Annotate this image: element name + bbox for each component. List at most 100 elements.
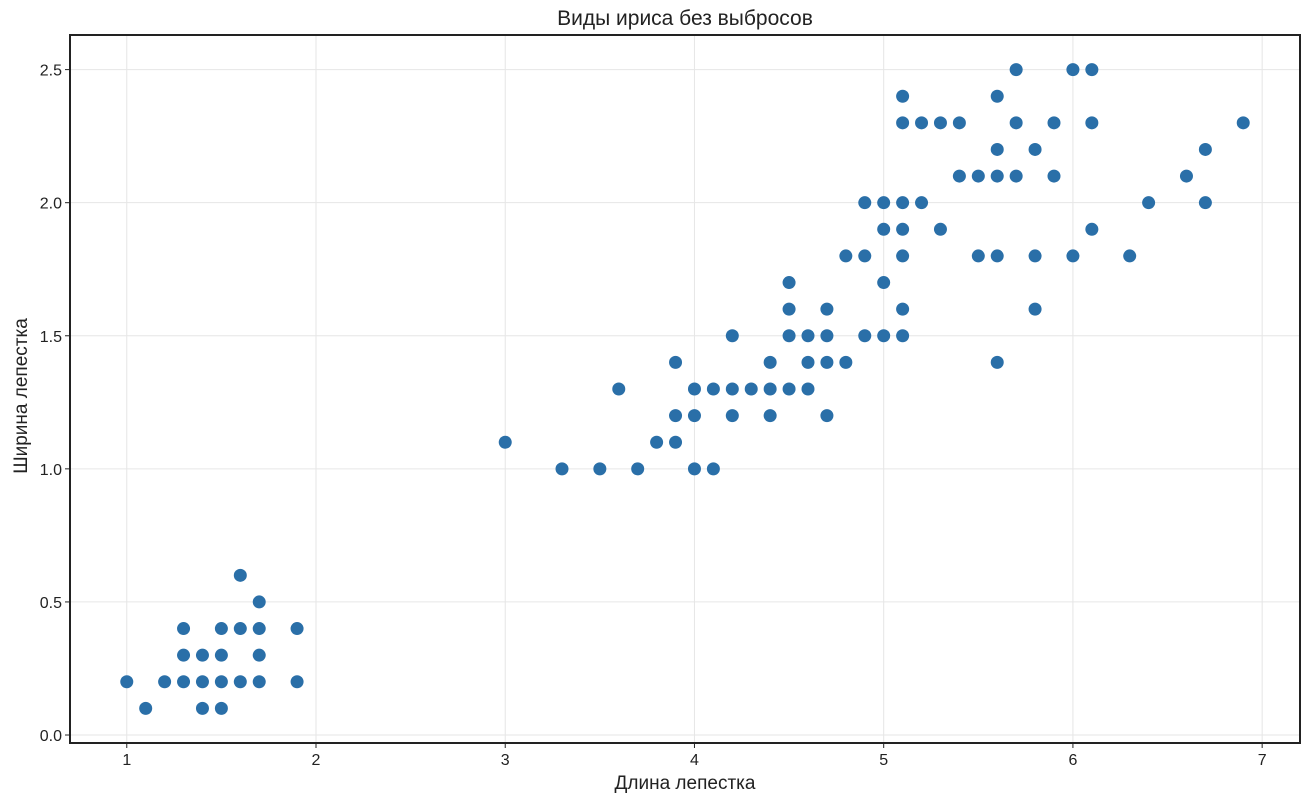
data-point — [555, 462, 569, 476]
data-point — [858, 329, 872, 343]
data-point — [839, 249, 853, 263]
data-point — [725, 329, 739, 343]
data-point — [1066, 249, 1080, 263]
data-point — [971, 249, 985, 263]
data-point — [177, 648, 191, 662]
y-tick-label: 0.5 — [40, 595, 62, 612]
data-point — [1236, 116, 1250, 130]
x-tick-label: 3 — [501, 752, 510, 769]
data-point — [669, 435, 683, 449]
data-point — [933, 116, 947, 130]
data-point — [725, 409, 739, 423]
data-point — [801, 355, 815, 369]
data-point — [158, 675, 172, 689]
y-tick-label: 2.5 — [40, 63, 62, 80]
data-point — [669, 409, 683, 423]
y-tick-label: 0.0 — [40, 728, 62, 745]
data-point — [233, 568, 247, 582]
data-point — [214, 648, 228, 662]
data-point — [896, 89, 910, 103]
data-point — [990, 355, 1004, 369]
data-point — [1009, 63, 1023, 77]
data-point — [177, 675, 191, 689]
data-point — [214, 701, 228, 715]
y-axis-title: Ширина лепестка — [11, 318, 32, 474]
data-point — [725, 382, 739, 396]
data-point — [820, 302, 834, 316]
data-point — [763, 355, 777, 369]
data-point — [498, 435, 512, 449]
data-point — [990, 249, 1004, 263]
data-point — [214, 622, 228, 636]
data-point — [1123, 249, 1137, 263]
y-tick-label: 1.0 — [40, 462, 62, 479]
data-point — [763, 409, 777, 423]
x-tick-label: 4 — [690, 752, 699, 769]
data-point — [650, 435, 664, 449]
data-point — [1047, 116, 1061, 130]
data-point — [782, 276, 796, 290]
data-point — [839, 355, 853, 369]
data-point — [820, 329, 834, 343]
data-point — [1028, 142, 1042, 156]
data-point — [252, 648, 266, 662]
grid-lines — [70, 35, 1300, 743]
data-point — [896, 196, 910, 210]
data-point — [933, 222, 947, 236]
data-point — [1028, 249, 1042, 263]
data-point — [820, 355, 834, 369]
data-point — [1009, 116, 1023, 130]
data-point — [990, 169, 1004, 183]
data-point — [1085, 222, 1099, 236]
data-point — [896, 116, 910, 130]
data-point — [896, 249, 910, 263]
data-point — [877, 222, 891, 236]
y-tick-label: 2.0 — [40, 196, 62, 213]
data-point — [896, 302, 910, 316]
data-point — [915, 196, 929, 210]
data-point — [1198, 142, 1212, 156]
data-points — [120, 63, 1250, 715]
data-point — [706, 462, 720, 476]
data-point — [252, 622, 266, 636]
data-point — [669, 355, 683, 369]
data-point — [1085, 63, 1099, 77]
data-point — [782, 382, 796, 396]
data-point — [706, 382, 720, 396]
data-point — [177, 622, 191, 636]
data-point — [801, 329, 815, 343]
data-point — [252, 675, 266, 689]
x-axis-title: Длина лепестка — [615, 773, 756, 794]
data-point — [896, 222, 910, 236]
data-point — [290, 622, 304, 636]
data-point — [195, 701, 209, 715]
data-point — [858, 249, 872, 263]
data-point — [195, 648, 209, 662]
data-point — [1198, 196, 1212, 210]
x-tick-label: 5 — [879, 752, 888, 769]
data-point — [782, 329, 796, 343]
data-point — [195, 675, 209, 689]
x-tick-label: 7 — [1258, 752, 1267, 769]
data-point — [952, 169, 966, 183]
data-point — [915, 116, 929, 130]
data-point — [990, 142, 1004, 156]
data-point — [952, 116, 966, 130]
data-point — [290, 675, 304, 689]
y-tick-label: 1.5 — [40, 329, 62, 346]
data-point — [858, 196, 872, 210]
data-point — [990, 89, 1004, 103]
data-point — [1085, 116, 1099, 130]
x-tick-label: 2 — [312, 752, 321, 769]
x-tick-label: 6 — [1068, 752, 1077, 769]
data-point — [1009, 169, 1023, 183]
data-point — [214, 675, 228, 689]
data-point — [593, 462, 607, 476]
data-point — [252, 595, 266, 609]
data-point — [631, 462, 645, 476]
data-point — [1142, 196, 1156, 210]
data-point — [1179, 169, 1193, 183]
data-point — [120, 675, 134, 689]
data-point — [877, 196, 891, 210]
